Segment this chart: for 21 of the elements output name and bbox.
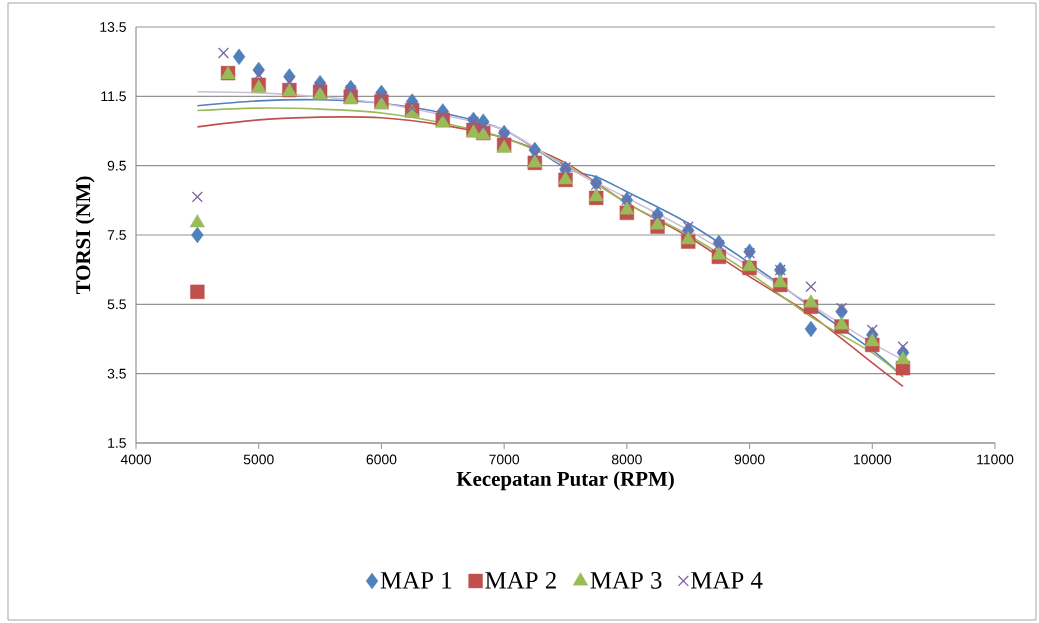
x-tick-label: 6000 xyxy=(366,454,397,465)
y-tick-label: 7.5 xyxy=(107,230,126,240)
legend-label: MAP 1 xyxy=(380,572,452,589)
x-tick-label: 10000 xyxy=(853,454,892,465)
x-tick-label: 9000 xyxy=(734,454,765,465)
legend-label: MAP 2 xyxy=(485,571,556,589)
y-tick-label: 13.5 xyxy=(100,22,126,32)
x-tick-label: 5000 xyxy=(243,454,274,465)
y-tick-label: 9.5 xyxy=(107,160,126,171)
y-tick-label: 11.5 xyxy=(101,91,126,102)
x-tick-label: 4000 xyxy=(120,454,151,465)
y-tick-label: 1.5 xyxy=(108,438,126,448)
x-tick-label: 11000 xyxy=(977,454,1014,465)
x-tick-label: 8000 xyxy=(611,454,642,465)
x-axis-title: Kecepatan Putar (RPM) xyxy=(456,471,674,491)
y-axis-title: TORSI (NM) xyxy=(75,176,95,295)
x-tick-label: 7000 xyxy=(489,454,520,465)
y-tick-label: 3.5 xyxy=(107,368,126,379)
legend-label: MAP 4 xyxy=(691,572,763,589)
legend-label: MAP 3 xyxy=(590,571,662,589)
y-tick-label: 5.5 xyxy=(107,299,126,310)
